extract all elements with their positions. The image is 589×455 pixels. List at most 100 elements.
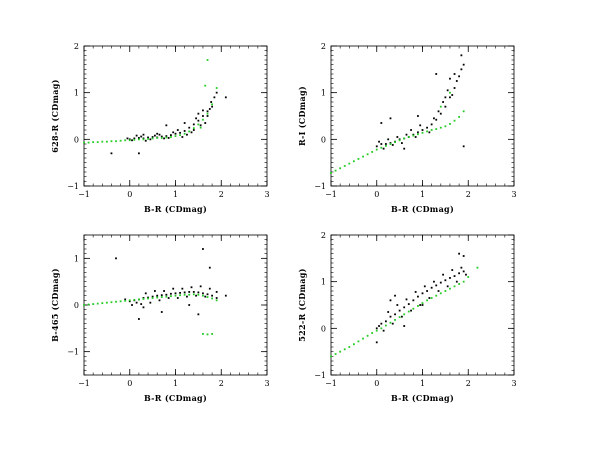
data-point	[449, 96, 451, 99]
data-point	[202, 292, 204, 295]
data-point	[202, 109, 204, 112]
data-point	[385, 143, 387, 145]
series-2	[83, 293, 218, 336]
data-point	[140, 303, 143, 305]
series-1	[375, 252, 467, 344]
data-point	[215, 299, 218, 302]
data-point	[174, 135, 177, 137]
data-point	[192, 129, 195, 131]
data-point	[83, 304, 85, 306]
data-point	[101, 302, 104, 305]
data-point	[439, 126, 442, 129]
data-point	[101, 140, 104, 143]
data-point	[195, 294, 197, 297]
data-point	[160, 296, 163, 298]
data-point	[371, 151, 374, 153]
data-point	[426, 130, 428, 133]
plot-frame	[83, 234, 268, 376]
data-point	[204, 122, 207, 124]
data-point	[144, 139, 147, 142]
data-point	[197, 123, 200, 126]
x-axis-label: B-R (CDmag)	[391, 393, 454, 403]
data-point	[167, 297, 170, 299]
data-point	[160, 137, 163, 139]
panel-4: −1 0 1 2 3 −1 0 1 2 B-R (CDmag) 522-R (CDmag)	[297, 231, 517, 403]
data-point	[398, 316, 401, 319]
data-point	[156, 132, 159, 135]
data-point	[204, 84, 207, 87]
x-axis-label: B-R (CDmag)	[391, 204, 454, 214]
y-axis-label: R-I (CDmag)	[297, 86, 307, 146]
data-point	[154, 290, 156, 292]
data-point	[396, 304, 399, 306]
data-point	[403, 147, 406, 150]
data-point	[417, 305, 419, 307]
data-point	[458, 116, 460, 118]
data-point	[151, 297, 154, 299]
data-point	[426, 299, 428, 302]
data-point	[115, 257, 117, 260]
data-point	[87, 303, 90, 306]
data-point	[348, 162, 351, 165]
data-point	[380, 146, 383, 149]
data-point	[412, 299, 415, 302]
series-1	[110, 91, 227, 155]
data-point	[105, 301, 108, 304]
data-point	[426, 290, 428, 292]
data-point	[172, 287, 175, 290]
data-point	[334, 353, 337, 355]
data-point	[210, 101, 213, 103]
data-point	[224, 294, 227, 297]
data-point	[394, 313, 396, 316]
plot-frame	[83, 45, 268, 187]
data-point	[199, 124, 202, 127]
x-tick-label: 2	[466, 190, 471, 199]
data-point	[208, 108, 211, 110]
data-point	[394, 141, 396, 144]
data-point	[96, 302, 99, 305]
data-point	[202, 248, 204, 250]
data-point	[128, 139, 131, 142]
data-point	[385, 320, 387, 323]
plot-frame	[330, 45, 515, 187]
data-point	[208, 266, 211, 269]
data-point	[414, 291, 417, 293]
data-point	[215, 87, 218, 89]
data-point	[343, 348, 346, 351]
data-point	[179, 291, 181, 294]
data-point	[128, 299, 131, 302]
data-point	[133, 298, 136, 301]
data-point	[462, 110, 465, 113]
panel-3: −1 0 1 2 3 −1 0 1 B-R (CDmag) B-465 (CDmag)	[50, 234, 270, 403]
data-point	[419, 304, 422, 306]
data-point	[414, 136, 417, 138]
data-point	[437, 110, 440, 113]
data-point	[417, 131, 419, 134]
data-point	[87, 141, 90, 144]
data-point	[449, 123, 451, 125]
data-point	[211, 297, 213, 300]
y-tick-label: 1	[74, 89, 79, 98]
y-tick-label: 2	[321, 42, 326, 51]
data-point	[206, 110, 209, 113]
y-tick-label: −1	[67, 348, 79, 357]
data-point	[170, 292, 172, 295]
data-point	[433, 280, 435, 283]
data-point	[92, 303, 95, 305]
data-point	[170, 295, 172, 298]
data-point	[213, 96, 216, 99]
data-point	[444, 290, 447, 292]
x-tick-label: 1	[173, 190, 178, 199]
data-point	[435, 284, 438, 287]
data-point	[375, 148, 378, 151]
y-tick-label: 1	[321, 89, 326, 98]
data-point	[124, 139, 127, 142]
data-point	[407, 310, 410, 313]
data-point	[163, 137, 165, 140]
y-axis-label: B-465 (CDmag)	[50, 268, 60, 342]
data-point	[330, 355, 332, 358]
series-2	[330, 266, 479, 358]
data-point	[142, 137, 145, 140]
data-point	[462, 145, 465, 148]
